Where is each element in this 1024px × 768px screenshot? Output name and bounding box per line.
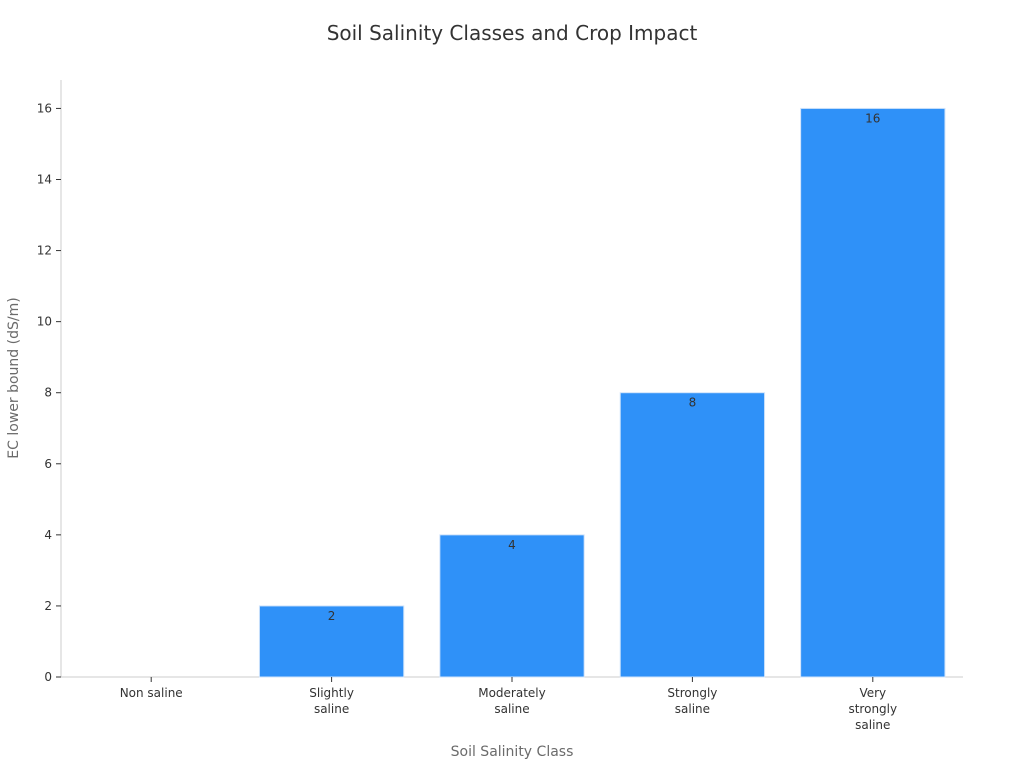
x-tick-label-line: Moderately: [478, 686, 546, 700]
x-tick-label-line: saline: [494, 702, 529, 716]
x-tick-label: Moderately saline: [478, 686, 546, 716]
data-label: 16: [865, 111, 880, 125]
y-tick-label: 14: [37, 173, 52, 187]
x-tick-label-line: saline: [314, 702, 349, 716]
data-label: 8: [689, 396, 697, 410]
x-tick-label-line: Non saline: [120, 686, 183, 700]
x-axis-label: Soil Salinity Class: [451, 744, 574, 760]
bar: [800, 107, 946, 678]
x-tick-label-line: saline: [855, 718, 890, 732]
y-tick-label: 0: [44, 670, 52, 684]
y-tick-label: 10: [37, 315, 52, 329]
data-label: 2: [328, 609, 336, 623]
bar: [439, 534, 585, 678]
y-axis-label: EC lower bound (dS/m): [6, 297, 22, 458]
x-tick-label-line: Slightly: [309, 686, 354, 700]
y-tick-label: 12: [37, 244, 52, 258]
x-tick-label: Very strongly saline: [848, 686, 897, 732]
x-tick-label: Slightly saline: [309, 686, 354, 716]
x-tick-label: Non saline: [120, 686, 183, 700]
y-tick-label: 8: [44, 386, 52, 400]
y-tick-label: 2: [44, 599, 52, 613]
data-label: 4: [508, 538, 516, 552]
y-tick-label: 4: [44, 528, 52, 542]
bar: [258, 605, 405, 678]
x-tick-label: Strongly saline: [667, 686, 717, 716]
x-tick-label-line: Very: [859, 686, 886, 700]
x-tick-label-line: Strongly: [667, 686, 717, 700]
y-tick-label: 6: [44, 457, 52, 471]
x-tick-label-line: saline: [675, 702, 710, 716]
plot-area: 0 2 4 6 8 10 12 14 16 Non saline 2 Slightly saline 4 M…: [37, 80, 963, 732]
x-tick-label-line: strongly: [848, 702, 897, 716]
chart-title: Soil Salinity Classes and Crop Impact: [327, 21, 698, 45]
bar: [619, 392, 766, 678]
y-tick-label: 16: [37, 101, 52, 115]
